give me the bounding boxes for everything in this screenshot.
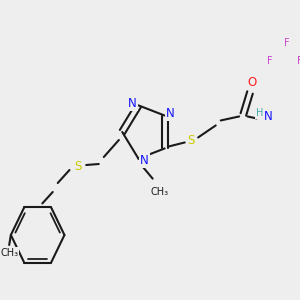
Text: O: O — [247, 76, 256, 89]
Text: N: N — [128, 97, 137, 110]
Text: S: S — [74, 160, 82, 173]
Text: F: F — [267, 56, 273, 67]
Text: F: F — [284, 38, 290, 49]
Text: F: F — [298, 56, 300, 67]
Text: H: H — [256, 109, 264, 118]
Text: N: N — [166, 107, 175, 120]
Text: CH₃: CH₃ — [150, 187, 168, 196]
Text: N: N — [140, 154, 149, 167]
Text: CH₃: CH₃ — [0, 248, 18, 258]
Text: N: N — [264, 110, 273, 123]
Text: S: S — [188, 134, 195, 147]
